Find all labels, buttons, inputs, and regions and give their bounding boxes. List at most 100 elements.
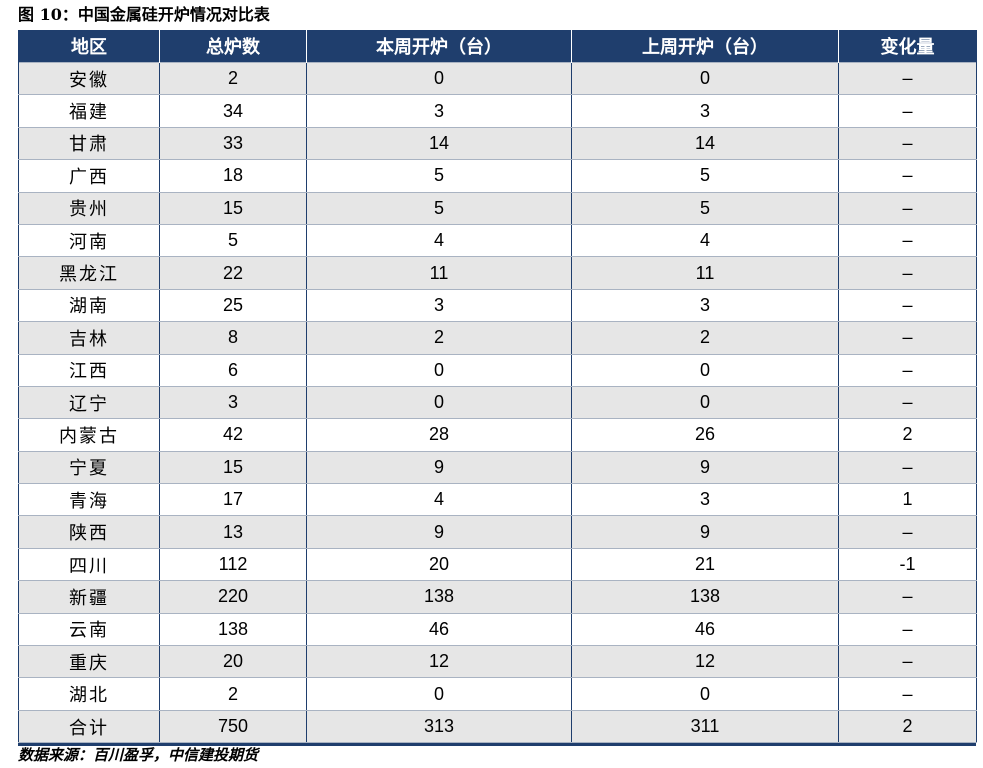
cell-last-week-open: 5 (571, 191, 839, 225)
cell-total-furnaces: 22 (159, 256, 307, 290)
cell-region: 福建 (18, 94, 160, 128)
cell-this-week-open: 46 (306, 612, 572, 647)
cell-total-furnaces: 33 (159, 126, 307, 161)
cell-total-furnaces: 2 (159, 677, 307, 711)
cell-last-week-open: 4 (571, 223, 839, 258)
cell-total-furnaces: 750 (159, 709, 307, 744)
cell-total-furnaces: 138 (159, 612, 307, 647)
cell-region: 内蒙古 (18, 418, 160, 452)
cell-region: 吉林 (18, 321, 160, 355)
cell-last-week-open: 3 (571, 94, 839, 128)
cell-change: – (838, 321, 977, 355)
cell-last-week-open: 46 (571, 612, 839, 647)
table-row: 甘肃 33 14 14– (18, 126, 977, 161)
table-row: 新疆 220 138 138– (18, 580, 977, 614)
cell-this-week-open: 0 (306, 61, 572, 96)
cell-region: 安徽 (18, 61, 160, 96)
table-row: 重庆 20 12 12– (18, 645, 977, 679)
cell-last-week-open: 9 (571, 515, 839, 549)
header-last-week-open: 上周开炉（台） (571, 30, 839, 63)
cell-last-week-open: 14 (571, 126, 839, 161)
cell-last-week-open: 0 (571, 353, 839, 387)
table-row: 湖南 25 3 3– (18, 288, 977, 323)
cell-last-week-open: 0 (571, 61, 839, 96)
cell-region: 云南 (18, 612, 160, 647)
cell-last-week-open: 3 (571, 483, 839, 517)
cell-region: 青海 (18, 483, 160, 517)
cell-total-furnaces: 3 (159, 385, 307, 420)
cell-this-week-open: 9 (306, 450, 572, 485)
cell-last-week-open: 0 (571, 677, 839, 711)
figure-title: 图 10：中国金属硅开炉情况对比表 (18, 5, 270, 24)
cell-total-furnaces: 42 (159, 418, 307, 452)
cell-region: 黑龙江 (18, 256, 160, 290)
cell-this-week-open: 28 (306, 418, 572, 452)
cell-this-week-open: 11 (306, 256, 572, 290)
cell-this-week-open: 2 (306, 321, 572, 355)
cell-this-week-open: 313 (306, 709, 572, 744)
cell-total-furnaces: 25 (159, 288, 307, 323)
cell-total-furnaces: 8 (159, 321, 307, 355)
cell-last-week-open: 138 (571, 580, 839, 614)
cell-change: 2 (838, 418, 977, 452)
table-body: 安徽 2 0 0– 福建 34 3 3– 甘肃 33 14 14– 广西 18 5 5– 贵州 15 5 5– 河南 5 4… (18, 61, 977, 744)
cell-region: 广西 (18, 159, 160, 193)
cell-total-furnaces: 18 (159, 159, 307, 193)
table-row: 江西 6 0 0– (18, 353, 977, 387)
cell-change: – (838, 94, 977, 128)
cell-this-week-open: 4 (306, 483, 572, 517)
cell-region: 河南 (18, 223, 160, 258)
cell-region: 甘肃 (18, 126, 160, 161)
cell-change: – (838, 256, 977, 290)
cell-change: – (838, 450, 977, 485)
cell-this-week-open: 3 (306, 288, 572, 323)
header-region: 地区 (18, 30, 160, 63)
table-row: 宁夏 15 9 9– (18, 450, 977, 485)
cell-total-furnaces: 15 (159, 191, 307, 225)
cell-last-week-open: 0 (571, 385, 839, 420)
cell-this-week-open: 20 (306, 547, 572, 582)
cell-change: – (838, 191, 977, 225)
cell-region: 重庆 (18, 645, 160, 679)
cell-total-furnaces: 2 (159, 61, 307, 96)
cell-region: 辽宁 (18, 385, 160, 420)
cell-change: – (838, 61, 977, 96)
cell-total-furnaces: 220 (159, 580, 307, 614)
table-row: 湖北 2 0 0– (18, 677, 977, 711)
cell-change: – (838, 126, 977, 161)
table-row: 广西 18 5 5– (18, 159, 977, 193)
table-row: 云南 138 46 46– (18, 612, 977, 647)
cell-change: – (838, 353, 977, 387)
cell-last-week-open: 12 (571, 645, 839, 679)
furnace-table-container: 地区 总炉数 本周开炉（台） 上周开炉（台） 变化量 安徽 2 0 0– 福建 34 3 3–… (18, 30, 977, 747)
cell-change: – (838, 580, 977, 614)
cell-change: – (838, 677, 977, 711)
cell-this-week-open: 14 (306, 126, 572, 161)
cell-this-week-open: 138 (306, 580, 572, 614)
cell-total-furnaces: 20 (159, 645, 307, 679)
data-source-note: 数据来源：百川盈孚，中信建投期货 (18, 746, 259, 764)
cell-change: – (838, 515, 977, 549)
cell-region: 合计 (18, 709, 160, 744)
cell-this-week-open: 4 (306, 223, 572, 258)
cell-change: 1 (838, 483, 977, 517)
table-total-row: 合计 750 313 311 2 (18, 709, 977, 744)
cell-region: 湖南 (18, 288, 160, 323)
cell-this-week-open: 5 (306, 191, 572, 225)
header-total-furnaces: 总炉数 (159, 30, 307, 63)
cell-total-furnaces: 17 (159, 483, 307, 517)
cell-region: 贵州 (18, 191, 160, 225)
cell-total-furnaces: 15 (159, 450, 307, 485)
cell-last-week-open: 3 (571, 288, 839, 323)
cell-region: 新疆 (18, 580, 160, 614)
cell-last-week-open: 11 (571, 256, 839, 290)
cell-last-week-open: 21 (571, 547, 839, 582)
cell-this-week-open: 0 (306, 385, 572, 420)
cell-last-week-open: 5 (571, 159, 839, 193)
cell-total-furnaces: 5 (159, 223, 307, 258)
table-row: 青海 17 4 3 1 (18, 483, 977, 517)
cell-region: 湖北 (18, 677, 160, 711)
cell-this-week-open: 5 (306, 159, 572, 193)
cell-change: – (838, 385, 977, 420)
table-row: 贵州 15 5 5– (18, 191, 977, 225)
